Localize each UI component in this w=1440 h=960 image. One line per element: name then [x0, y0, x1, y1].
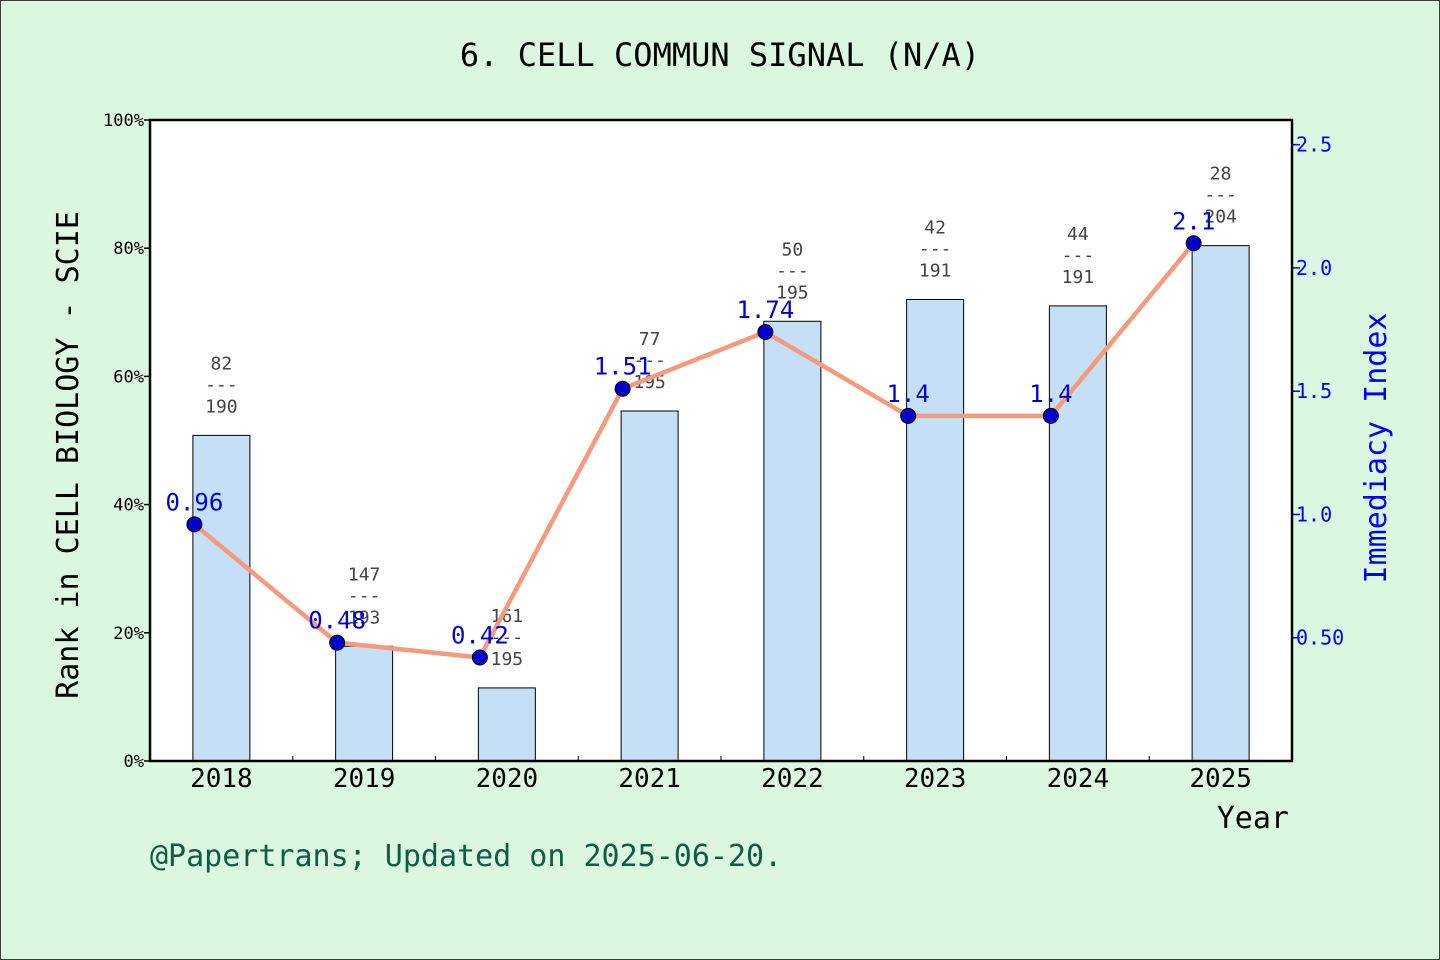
y2-tick-label: 1.0	[1296, 502, 1332, 526]
immediacy-value-label: 1.51	[594, 353, 652, 381]
plot-area	[150, 120, 1292, 761]
rank-numerator: 82	[211, 353, 233, 374]
immediacy-marker	[1042, 407, 1059, 424]
bar	[335, 645, 394, 762]
x-tick-label: 2018	[190, 764, 253, 794]
x-tick-label: 2022	[761, 764, 824, 794]
rank-numerator: 44	[1067, 224, 1089, 245]
immediacy-value-label: 0.96	[165, 488, 223, 516]
rank-separator: ---	[491, 627, 524, 648]
rank-denominator: 190	[205, 396, 238, 417]
bar	[763, 320, 822, 762]
immediacy-marker	[471, 649, 488, 666]
rank-separator: ---	[205, 374, 238, 395]
bar	[620, 410, 679, 762]
plot-border	[148, 118, 1294, 763]
rank-separator: ---	[348, 585, 381, 606]
rank-numerator: 28	[1210, 164, 1232, 185]
rank-denominator: 195	[633, 372, 666, 393]
rank-denominator: 195	[776, 282, 809, 303]
bar	[1048, 305, 1107, 762]
immediacy-line	[192, 241, 1196, 660]
rank-numerator: 147	[348, 564, 381, 585]
chart-title: 6. CELL COMMUN SIGNAL (N/A)	[460, 36, 980, 74]
x-tick-label: 2025	[1189, 764, 1252, 794]
bar	[192, 434, 251, 762]
y-tick-label: 0%	[124, 752, 144, 772]
immediacy-value-label: 0.42	[451, 621, 509, 649]
rank-separator: ---	[1062, 245, 1095, 266]
y2-tick-label: 1.5	[1296, 379, 1332, 403]
immediacy-marker	[186, 516, 203, 533]
footer-credit: @Papertrans; Updated on 2025-06-20.	[150, 839, 782, 874]
bar	[477, 687, 536, 762]
immediacy-marker	[1185, 235, 1202, 252]
rank-numerator: 77	[639, 329, 661, 350]
immediacy-marker	[614, 380, 631, 397]
immediacy-value-label: 2.1	[1172, 207, 1215, 235]
x-axis-title: Year	[1217, 801, 1289, 836]
rank-denominator: 191	[1062, 267, 1095, 288]
y2-tick-label: 2.5	[1296, 133, 1332, 157]
y-tick-label: 40%	[113, 496, 144, 516]
y2-axis-title: Immediacy Index	[1359, 313, 1394, 584]
y-tick-label: 80%	[113, 239, 144, 259]
immediacy-value-label: 1.74	[736, 296, 794, 324]
y-tick-label: 60%	[113, 367, 144, 387]
x-tick-label: 2020	[476, 764, 539, 794]
rank-separator: ---	[1204, 185, 1237, 206]
y-tick-label: 20%	[113, 624, 144, 644]
immediacy-value-label: 1.4	[886, 380, 929, 408]
y2-tick-label: 0.50	[1296, 626, 1344, 650]
rank-denominator: 191	[919, 260, 952, 281]
rank-separator: ---	[919, 238, 952, 259]
immediacy-value-label: 1.4	[1029, 380, 1072, 408]
rank-denominator: 195	[491, 649, 524, 670]
immediacy-marker	[757, 324, 774, 341]
immediacy-marker	[900, 407, 917, 424]
rank-numerator: 42	[924, 217, 946, 238]
right-axis: 0.50 1.0 1.5 2.0 2.5	[1292, 133, 1344, 650]
x-tick-label: 2024	[1047, 764, 1110, 794]
immediacy-marker	[329, 634, 346, 651]
x-tick-label: 2021	[618, 764, 681, 794]
y-tick-label: 100%	[103, 111, 144, 131]
x-tick-label: 2023	[904, 764, 967, 794]
x-axis: 2018 2019 2020 2021 2022 2023 2024 2025	[190, 756, 1252, 794]
rank-separator: ---	[776, 260, 809, 281]
x-tick-label: 2019	[333, 764, 396, 794]
rank-numerator: 50	[782, 239, 804, 260]
bar-series	[192, 245, 1250, 762]
y-axis-title: Rank in CELL BIOLOGY - SCIE	[51, 211, 86, 699]
rank-denominator: 204	[1204, 207, 1237, 228]
left-axis: 0% 20% 40% 60% 80% 100%	[103, 111, 150, 772]
rank-denominator: 193	[348, 607, 381, 628]
immediacy-value-label: 0.48	[308, 607, 366, 635]
value-labels: 0.96 0.48 0.42 1.51 1.74 1.4 1.4 2.1	[165, 207, 1215, 649]
line-series	[186, 235, 1202, 666]
bar	[1191, 245, 1250, 762]
y2-tick-label: 2.0	[1296, 256, 1332, 280]
bar	[906, 298, 965, 762]
rank-separator: ---	[633, 350, 666, 371]
